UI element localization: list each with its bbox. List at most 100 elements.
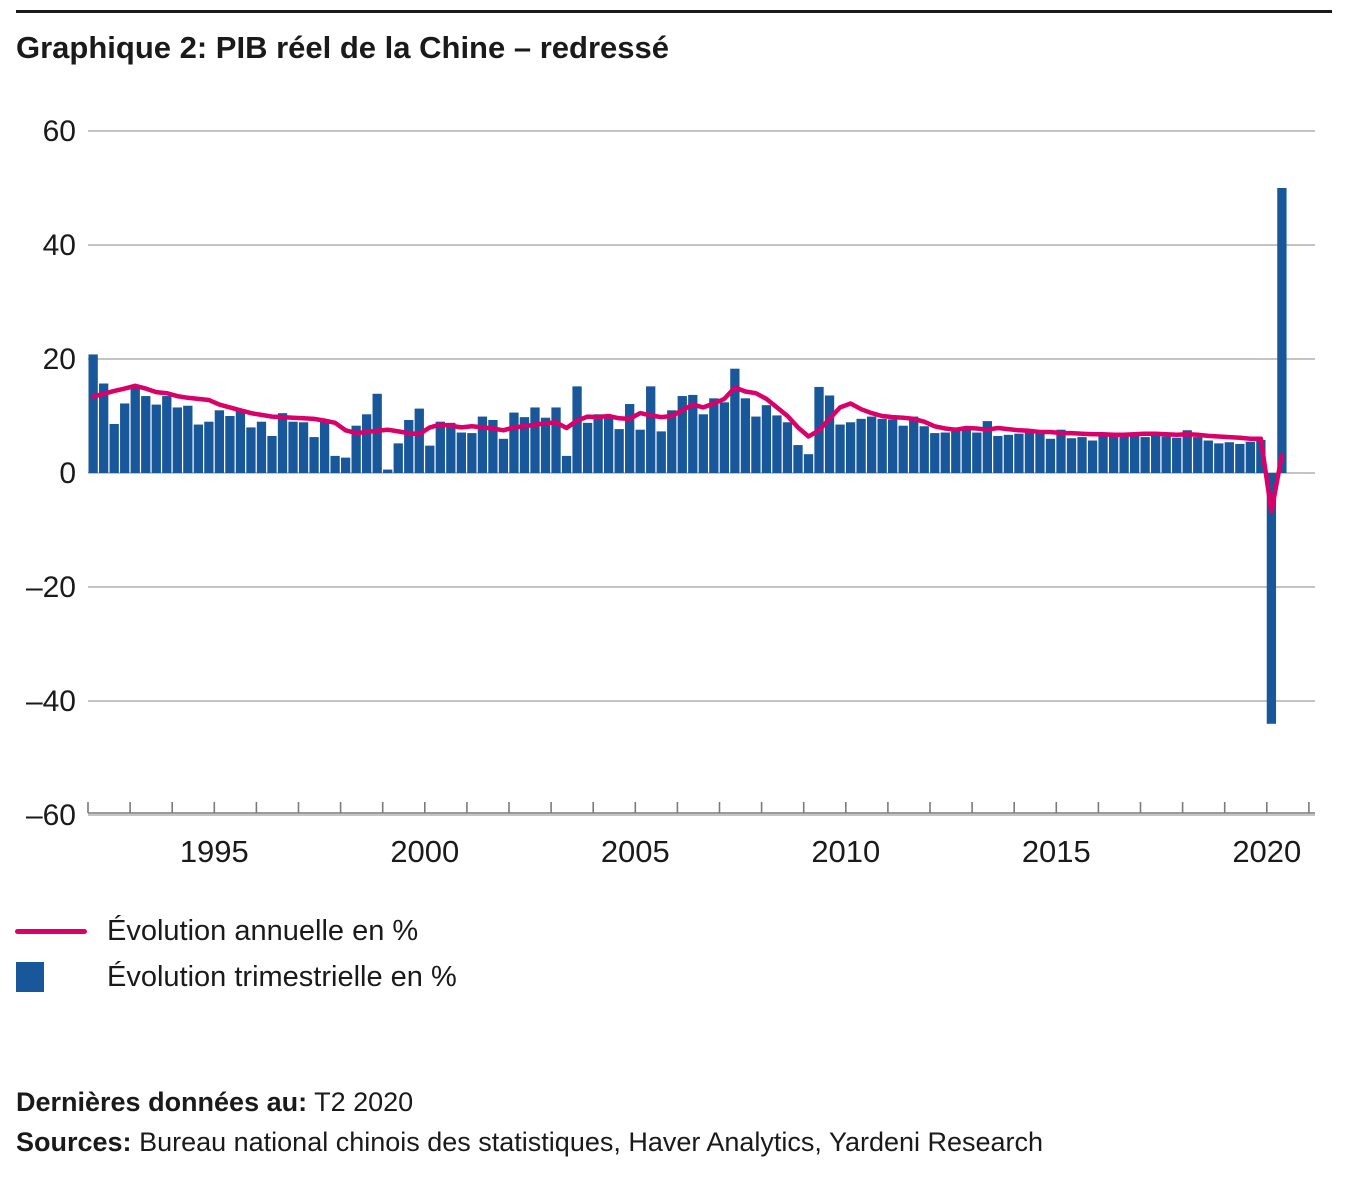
quarterly-bar xyxy=(751,416,761,473)
quarterly-bar xyxy=(561,455,572,473)
title-divider xyxy=(16,10,1332,13)
quarterly-bar xyxy=(824,395,835,473)
quarterly-bar xyxy=(646,386,656,473)
quarterly-bar xyxy=(235,409,246,473)
quarterly-bar xyxy=(614,429,624,473)
quarterly-bar xyxy=(1266,473,1277,724)
quarterly-bar xyxy=(1119,435,1129,473)
y-tick-label: 0 xyxy=(59,457,76,490)
quarterly-bar xyxy=(351,425,361,473)
quarterly-bar xyxy=(130,386,140,473)
quarterly-bar xyxy=(120,403,130,473)
quarterly-bar xyxy=(1003,434,1014,473)
annual-line xyxy=(90,383,1285,515)
quarterly-bar xyxy=(635,429,645,473)
sources-line: Sources: Bureau national chinois des sta… xyxy=(16,1122,1043,1162)
legend: Évolution annuelle en % Évolution trimes… xyxy=(15,908,457,1000)
quarterly-bar xyxy=(393,443,403,473)
quarterly-bar xyxy=(404,419,414,473)
quarterly-bar xyxy=(919,426,929,473)
quarterly-bar xyxy=(1277,188,1287,473)
quarterly-bar xyxy=(162,396,172,473)
quarterly-bar xyxy=(993,435,1003,473)
quarterly-bar xyxy=(1098,433,1108,473)
quarterly-bar xyxy=(540,417,551,473)
quarterly-bar xyxy=(845,422,856,473)
quarterly-bar xyxy=(1161,436,1171,473)
quarterly-bar xyxy=(951,430,961,473)
quarterly-bar xyxy=(467,433,477,473)
quarterly-bar xyxy=(940,432,950,473)
quarterly-bar xyxy=(572,386,582,473)
chart-title: Graphique 2: PIB réel de la Chine – redr… xyxy=(16,30,669,65)
quarterly-bar xyxy=(835,424,845,473)
quarterly-bar xyxy=(1193,437,1203,473)
quarterly-bar xyxy=(1014,433,1024,473)
quarterly-bar xyxy=(225,416,235,473)
quarterly-bar xyxy=(877,418,887,473)
quarterly-bar xyxy=(383,469,393,473)
x-tick-label: 2020 xyxy=(1232,834,1301,869)
quarterly-bar xyxy=(709,398,719,473)
quarterly-bar xyxy=(1203,440,1213,473)
quarterly-bar xyxy=(214,410,225,473)
quarterly-bar xyxy=(898,425,908,473)
quarterly-bar-swatch xyxy=(16,962,44,992)
quarterly-bar xyxy=(204,421,214,473)
quarterly-bar xyxy=(782,422,793,473)
last-data-value: T2 2020 xyxy=(314,1087,414,1117)
quarterly-bar xyxy=(183,405,193,473)
quarterly-bar xyxy=(193,424,203,473)
quarterly-bar xyxy=(246,427,256,473)
quarterly-bar xyxy=(509,412,519,473)
quarterly-bar xyxy=(803,454,814,473)
quarterly-bar xyxy=(519,417,530,473)
quarterly-bar xyxy=(1172,437,1182,473)
quarterly-bar xyxy=(141,396,151,473)
quarterly-bar xyxy=(330,455,340,473)
quarterly-bar xyxy=(593,414,603,473)
footer: Dernières données au: T2 2020 Sources: B… xyxy=(16,1082,1043,1162)
y-tick-label: –60 xyxy=(26,799,76,832)
quarterly-bar xyxy=(298,422,309,473)
quarterly-bar xyxy=(719,402,729,473)
quarterly-bar xyxy=(109,423,119,473)
quarterly-bar xyxy=(435,421,445,473)
quarterly-bar xyxy=(772,415,782,473)
x-tick-label: 2010 xyxy=(811,834,880,869)
quarterly-bar xyxy=(498,438,509,473)
quarterly-bar xyxy=(288,421,298,473)
x-tick-label: 2015 xyxy=(1022,834,1091,869)
quarterly-bar xyxy=(656,431,666,473)
legend-label-quarterly: Évolution trimestrielle en % xyxy=(107,960,457,993)
quarterly-bar xyxy=(972,432,982,473)
last-data-label: Dernières données au: xyxy=(16,1087,308,1117)
quarterly-bar xyxy=(688,394,698,473)
quarterly-bar xyxy=(319,419,330,473)
quarterly-bar xyxy=(1087,440,1098,473)
x-tick-label: 1995 xyxy=(180,834,249,869)
quarterly-bar xyxy=(99,383,109,473)
x-tick-label: 2005 xyxy=(601,834,670,869)
quarterly-bar xyxy=(256,421,267,473)
quarterly-bar xyxy=(888,419,898,473)
quarterly-bar xyxy=(456,432,466,473)
y-tick-label: –20 xyxy=(26,571,76,604)
quarterly-bar xyxy=(982,421,992,473)
quarterly-bar xyxy=(793,445,803,473)
quarterly-bar xyxy=(551,407,561,473)
quarterly-bar xyxy=(362,414,372,473)
quarterly-bar xyxy=(477,416,488,473)
quarterly-bar xyxy=(372,393,382,473)
annual-line-swatch xyxy=(15,928,87,934)
quarterly-bar xyxy=(172,407,182,473)
legend-item-quarterly: Évolution trimestrielle en % xyxy=(15,954,457,1000)
quarterly-bar xyxy=(1077,437,1087,473)
quarterly-bar xyxy=(909,416,919,473)
quarterly-bar xyxy=(856,418,866,473)
quarterly-bar xyxy=(425,445,435,473)
quarterly-bar xyxy=(1056,429,1066,473)
y-tick-label: 40 xyxy=(43,229,76,262)
y-tick-label: –40 xyxy=(26,685,76,718)
